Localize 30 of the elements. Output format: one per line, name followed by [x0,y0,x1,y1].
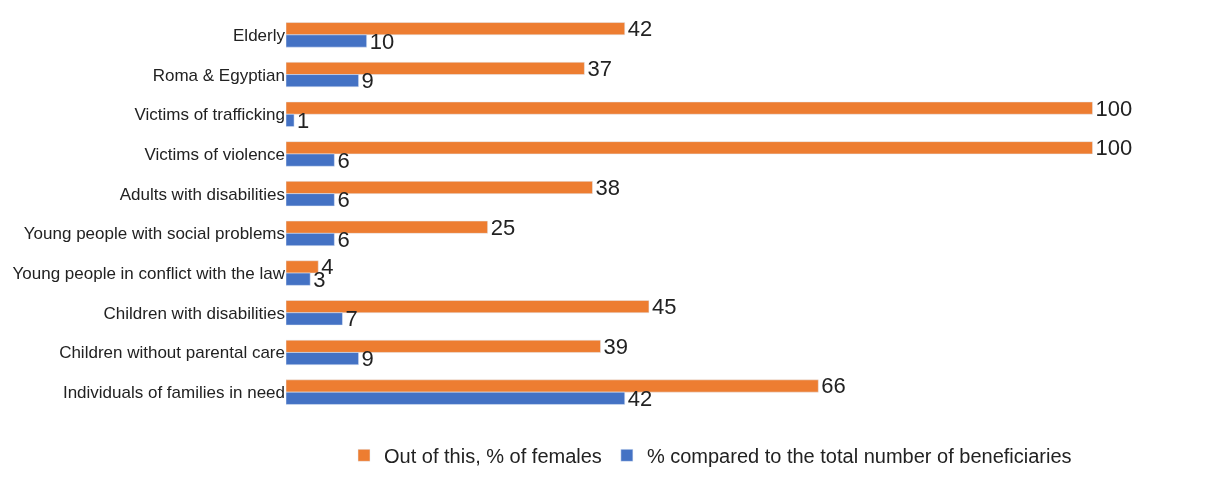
data-label: 10 [369,28,395,54]
data-label: 45 [651,294,677,320]
data-label: 37 [587,55,612,81]
y-tick-label: Young people in conflict with the law [12,264,286,283]
data-label: 6 [337,147,350,173]
data-label: 25 [490,214,516,240]
data-label: 9 [361,346,374,372]
data-label: 1 [297,107,310,133]
y-tick-label: Individuals of families in need [62,383,285,403]
data-label: 6 [337,187,350,213]
y-tick-label: Young people with social problems [23,224,285,244]
data-label: 38 [595,174,620,200]
y-tick-label: Children with disabilities [103,303,285,323]
data-label: 100 [1095,95,1133,121]
y-tick-label: Victims of trafficking [134,105,285,125]
data-label: 42 [627,385,653,411]
y-tick-label: Elderly [233,25,286,45]
data-label: 39 [603,333,629,359]
data-label: 100 [1095,135,1133,161]
y-tick-label: Adults with disabilities [119,184,285,204]
data-label: 6 [337,227,350,253]
legend-label: % compared to the total number of beneficiaries [646,445,1072,468]
y-tick-label: Victims of violence [144,144,285,164]
legend-label: Out of this, % of females [384,445,602,468]
data-label: 42 [627,16,653,42]
y-tick-label: Children without parental care [59,343,285,363]
data-label: 7 [345,306,358,332]
data-label: 66 [821,373,846,399]
data-label: 9 [361,68,374,94]
y-tick-label: Roma & Egyptian [152,65,285,85]
